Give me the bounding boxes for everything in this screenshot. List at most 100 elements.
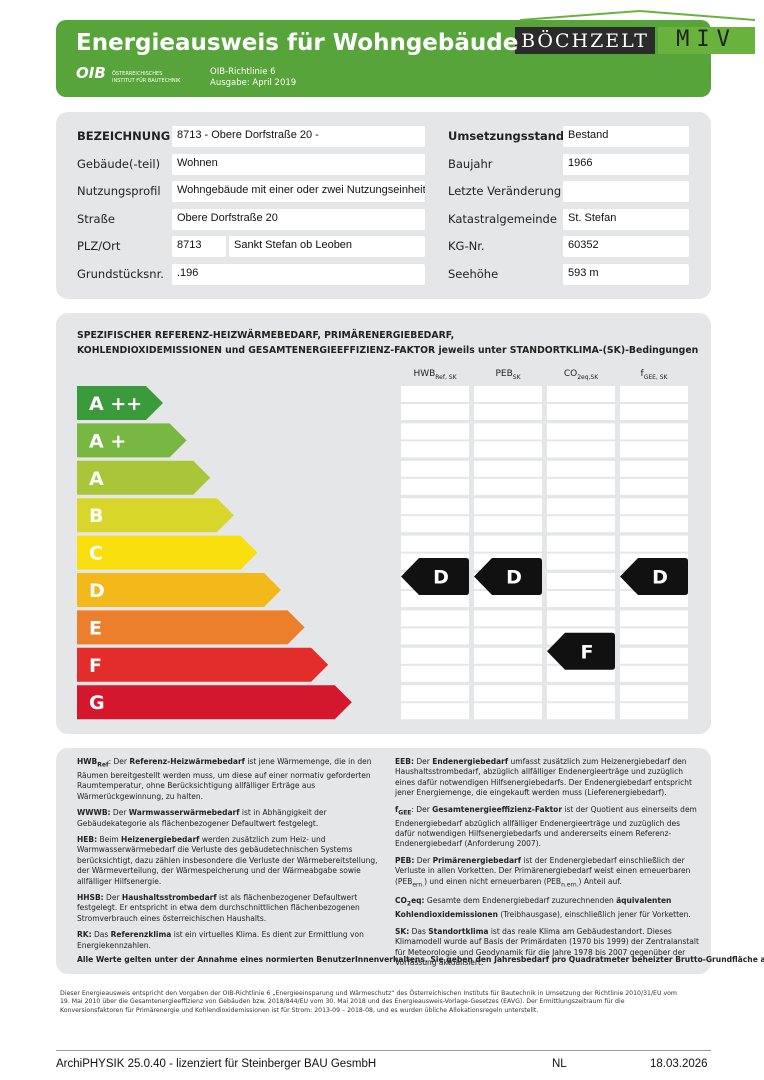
brand: BÖCHZELT bbox=[521, 30, 649, 52]
oib-logo-text: ÖSTERREICHISCHES bbox=[112, 71, 163, 77]
field-label: Gebäude(-teil) bbox=[77, 157, 161, 171]
grid-cell bbox=[620, 628, 688, 645]
definition-text: Heizenergiebedarf bbox=[121, 834, 200, 844]
definition-text: eq: bbox=[411, 896, 425, 906]
grid-cell bbox=[474, 685, 542, 702]
grid-cell bbox=[547, 516, 615, 533]
definition-text: ist ein virtuelles Klima. Es dient zur E… bbox=[77, 930, 364, 950]
class-arrow bbox=[77, 460, 211, 495]
footer-rule bbox=[56, 1050, 711, 1051]
grid-cell bbox=[401, 647, 469, 664]
class-label: C bbox=[89, 543, 103, 565]
definition-text: umfasst zusätzlich zum Heizenergiebedarf… bbox=[395, 757, 692, 798]
grid-cell bbox=[401, 703, 469, 720]
field-label: Letzte Veränderung bbox=[448, 184, 562, 198]
grid-cell bbox=[474, 610, 542, 627]
column-header: CO2eq,SK bbox=[547, 369, 615, 381]
definition: PEB: Der Primärenergiebedarf ist der End… bbox=[395, 856, 700, 891]
grid-cell bbox=[547, 685, 615, 702]
oib-logo-text: INSTITUT FÜR BAUTECHNIK bbox=[112, 78, 181, 84]
grid-cell bbox=[620, 423, 688, 440]
definition-text: werden zusätzlich zum Heiz- und Warmwass… bbox=[77, 834, 378, 886]
column-name: HWB bbox=[413, 369, 436, 379]
column-name: PEB bbox=[495, 369, 513, 379]
definition-text: Referenzklima bbox=[110, 930, 172, 940]
column-name: f bbox=[640, 369, 644, 379]
definition: EEB: Der Endenergiebedarf umfasst zusätz… bbox=[395, 757, 700, 799]
result-label: D bbox=[652, 567, 668, 589]
result-label: D bbox=[433, 567, 449, 589]
grid-cell bbox=[547, 423, 615, 440]
definitions-column: EEB: Der Endenergiebedarf umfasst zusätz… bbox=[395, 757, 700, 974]
grid-cell bbox=[401, 516, 469, 533]
definition: CO2eq: Gesamte dem Endenergiebedarf zuzu… bbox=[395, 896, 700, 920]
grid-cell bbox=[620, 610, 688, 627]
field-value-box bbox=[563, 181, 689, 202]
field-label: Nutzungsprofil bbox=[77, 184, 161, 198]
definition-text: HWB bbox=[77, 757, 98, 766]
brand-2: MIV bbox=[676, 27, 737, 52]
brand-roof bbox=[519, 9, 756, 21]
field-label: Umsetzungsstand bbox=[448, 129, 565, 143]
definition-text: f bbox=[395, 804, 399, 814]
column-sub: 2eq,SK bbox=[577, 373, 599, 381]
column-name: CO bbox=[563, 369, 578, 379]
definition-text: ern. bbox=[412, 881, 425, 889]
definition-text: ist das reale Klima am Gebäudestandort. … bbox=[395, 926, 699, 967]
definition-text: ist in Abhängigkeit der Gebäudekategorie… bbox=[77, 808, 327, 828]
grid-cell bbox=[620, 665, 688, 682]
grid-cell bbox=[474, 628, 542, 645]
definition-text: ) und einen nicht erneuerbaren (PEB bbox=[424, 876, 562, 886]
grid-cell bbox=[620, 441, 688, 458]
grid-cell bbox=[474, 404, 542, 420]
definition-text: Referenz-Heizwärmebedarf bbox=[129, 757, 245, 766]
grid-cell bbox=[474, 441, 542, 458]
result-label: D bbox=[506, 567, 522, 589]
grid-cell bbox=[547, 591, 615, 607]
class-arrow bbox=[77, 386, 163, 420]
field-value: St. Stefan bbox=[563, 209, 689, 230]
grid-cell bbox=[547, 573, 615, 589]
definition-text: Haushaltsstrombedarf bbox=[121, 892, 217, 902]
class-arrow bbox=[77, 498, 234, 533]
definition-text: ist der Endenergiebedarf einschließlich … bbox=[395, 855, 691, 886]
definition-text: : Der bbox=[411, 804, 433, 814]
grid-cell bbox=[620, 535, 688, 552]
column-header: HWBRef, SK bbox=[401, 369, 469, 381]
grid-cell bbox=[620, 685, 688, 702]
grid-cell bbox=[547, 441, 615, 458]
definition-text: Endenergiebedarf bbox=[432, 757, 509, 766]
class-label: F bbox=[89, 655, 102, 677]
definition-text: : Der bbox=[108, 757, 130, 766]
grid-cell bbox=[547, 386, 615, 402]
field-value: Obere Dorfstraße 20 bbox=[172, 209, 425, 230]
grid-cell bbox=[474, 665, 542, 682]
definition-text: Der bbox=[414, 855, 433, 865]
grid-cell bbox=[401, 404, 469, 420]
field-value: Wohnen bbox=[172, 154, 425, 175]
column-header: fGEE, SK bbox=[620, 369, 688, 381]
definition: fGEE: Der Gesamtenergieeffizienz-Faktor … bbox=[395, 805, 700, 850]
grid-cell bbox=[620, 386, 688, 402]
grid-cell bbox=[547, 535, 615, 552]
edition: Ausgabe: April 2019 bbox=[210, 78, 297, 88]
column-sub: GEE, SK bbox=[643, 373, 668, 381]
grid-cell bbox=[401, 665, 469, 682]
definition-text: Das bbox=[91, 930, 111, 940]
grid-cell bbox=[401, 441, 469, 458]
definition-text: Ref bbox=[97, 761, 109, 769]
definition-text: n.ern. bbox=[561, 881, 579, 889]
definition-text: äquivalenten Kohlendioxidemissionen bbox=[395, 896, 672, 920]
definition-text: Der bbox=[103, 892, 122, 902]
definition-text: RK: bbox=[77, 930, 92, 940]
class-arrow bbox=[77, 647, 329, 682]
field-value: 8713 bbox=[172, 236, 226, 257]
definitions-panel bbox=[56, 748, 711, 974]
field-value: .196 bbox=[172, 264, 425, 285]
grid-cell bbox=[547, 703, 615, 720]
column-sub: Ref, SK bbox=[435, 373, 457, 381]
field-value: Wohngebäude mit einer oder zwei Nutzungs… bbox=[172, 181, 425, 202]
definition: HWBRef: Der Referenz-Heizwärmebedarf ist… bbox=[77, 757, 382, 802]
grid-cell bbox=[474, 478, 542, 495]
field-label: Grundstücksnr. bbox=[77, 267, 164, 281]
